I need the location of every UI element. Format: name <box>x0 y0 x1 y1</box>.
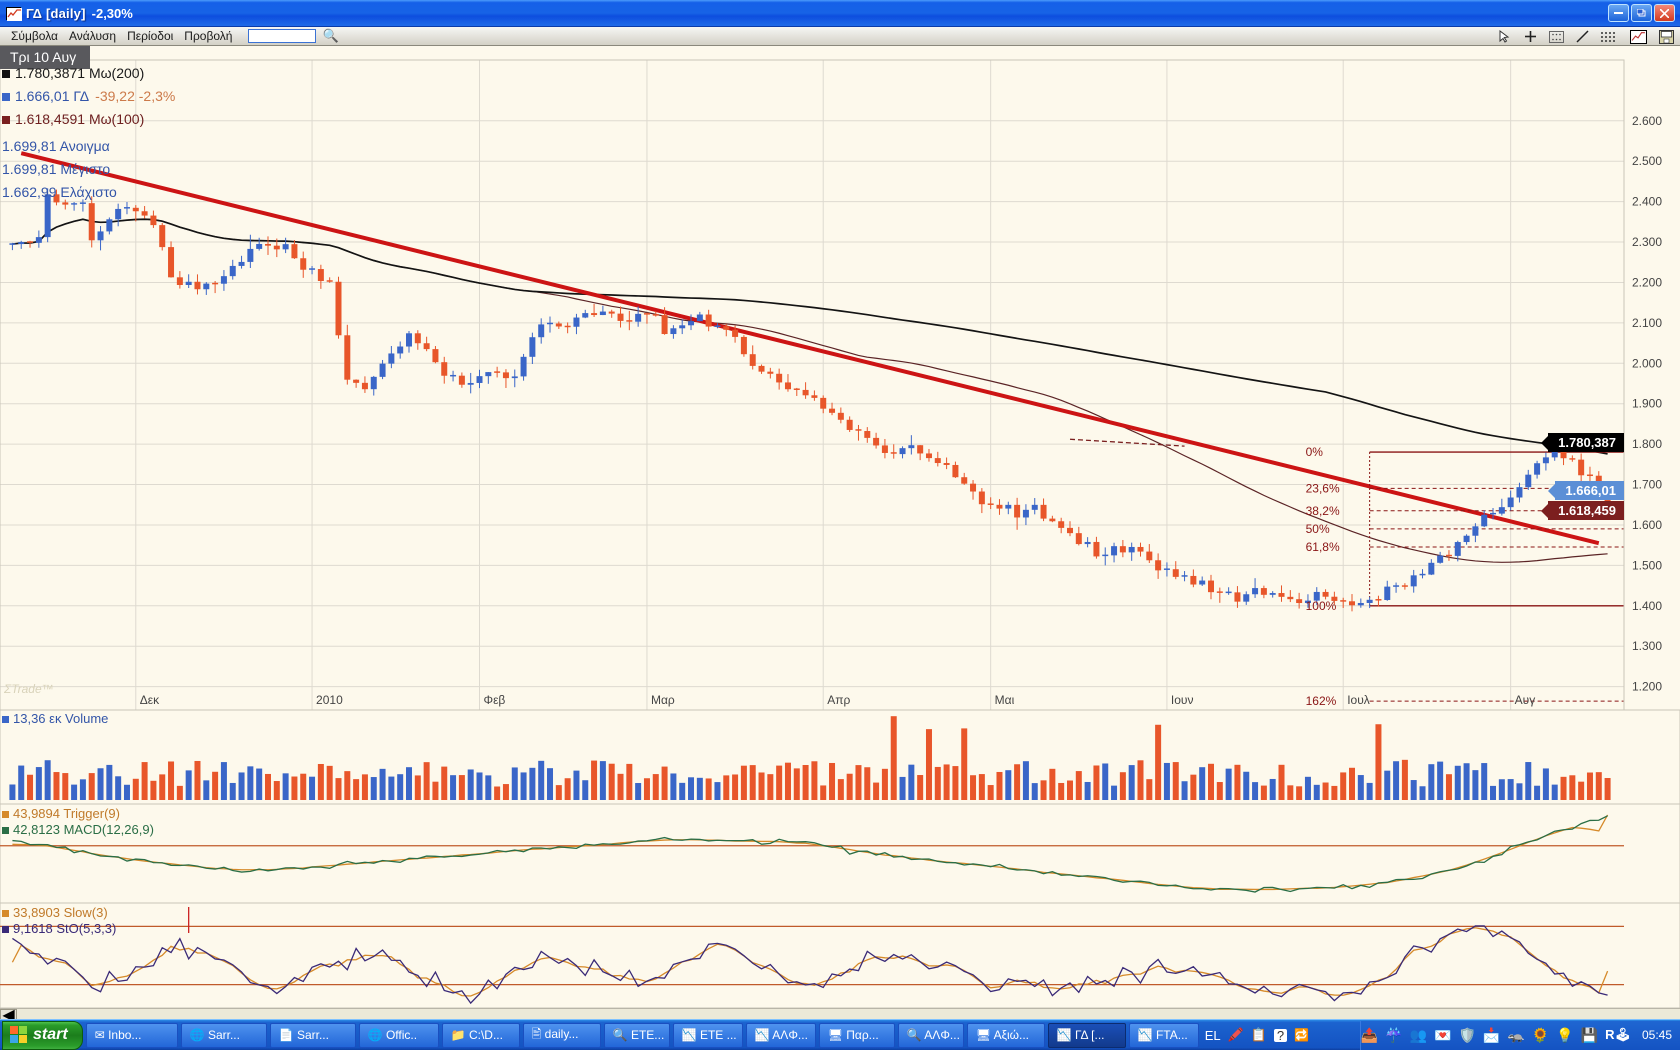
svg-text:2.600: 2.600 <box>1632 114 1662 128</box>
svg-text:2.400: 2.400 <box>1632 195 1662 209</box>
svg-text:162%: 162% <box>1306 694 1337 708</box>
svg-text:Αυγ: Αυγ <box>1515 693 1536 707</box>
svg-text:2.500: 2.500 <box>1632 154 1662 168</box>
svg-text:1.800: 1.800 <box>1632 437 1662 451</box>
svg-text:1.400: 1.400 <box>1632 599 1662 613</box>
svg-text:23,6%: 23,6% <box>1306 481 1340 495</box>
svg-text:100%: 100% <box>1306 599 1337 613</box>
svg-text:Μαρ: Μαρ <box>651 693 675 707</box>
svg-text:Απρ: Απρ <box>827 693 850 707</box>
svg-text:0%: 0% <box>1306 445 1324 459</box>
svg-text:2.300: 2.300 <box>1632 235 1662 249</box>
svg-text:2.000: 2.000 <box>1632 356 1662 370</box>
svg-text:Δεκ: Δεκ <box>140 693 160 707</box>
svg-text:Ιουλ: Ιουλ <box>1347 693 1370 707</box>
svg-text:1.200: 1.200 <box>1632 680 1662 694</box>
svg-text:2010: 2010 <box>316 693 343 707</box>
svg-text:1.500: 1.500 <box>1632 558 1662 572</box>
svg-text:1.600: 1.600 <box>1632 518 1662 532</box>
svg-text:1.300: 1.300 <box>1632 639 1662 653</box>
svg-text:1.700: 1.700 <box>1632 478 1662 492</box>
svg-text:Φεβ: Φεβ <box>484 693 506 707</box>
svg-text:61,8%: 61,8% <box>1306 540 1340 554</box>
svg-text:Ιουν: Ιουν <box>1171 693 1194 707</box>
svg-text:2.100: 2.100 <box>1632 316 1662 330</box>
svg-text:Μαι: Μαι <box>995 693 1015 707</box>
svg-text:50%: 50% <box>1306 522 1330 536</box>
svg-text:1.900: 1.900 <box>1632 397 1662 411</box>
svg-text:38,2%: 38,2% <box>1306 504 1340 518</box>
svg-text:2.200: 2.200 <box>1632 275 1662 289</box>
